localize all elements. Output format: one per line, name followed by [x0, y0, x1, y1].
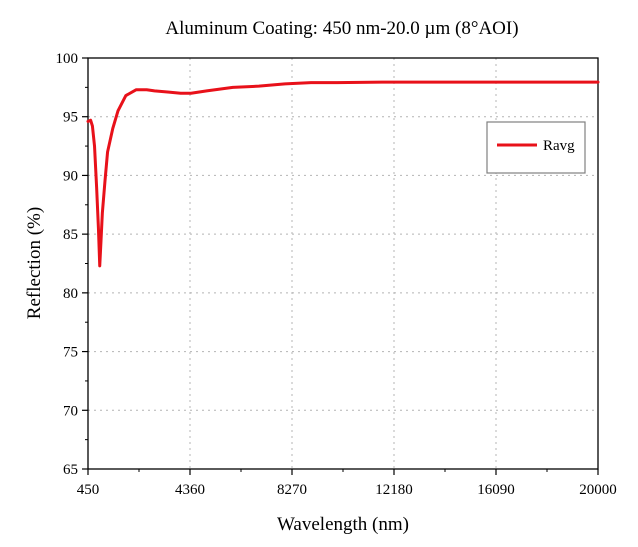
tick-labels: 450 4360 8270 12180 16090 20000 65 70 75 80 85 90 95…: [56, 51, 617, 498]
x-tick-label: 12180: [375, 482, 413, 498]
y-tick-label: 85: [63, 227, 78, 243]
legend-box: [486, 121, 586, 174]
legend: Ravg: [486, 121, 586, 174]
y-tick-label: 90: [63, 168, 78, 184]
y-tick-label: 80: [63, 286, 78, 302]
x-tick-label: 8270: [277, 482, 307, 498]
series-line-ravg: [86, 80, 600, 268]
y-tick-label: 95: [63, 110, 78, 126]
y-tick-label: 75: [63, 345, 78, 361]
y-tick-label: 100: [56, 51, 79, 67]
series-layer: [86, 80, 600, 268]
ticks: [82, 57, 599, 475]
y-tick-label: 70: [63, 403, 78, 419]
x-axis-label: Wavelength (nm): [277, 514, 409, 535]
y-tick-label: 65: [63, 462, 78, 478]
legend-label-ravg: Ravg: [543, 138, 575, 154]
plot-frame: [87, 57, 599, 470]
x-tick-label: 16090: [477, 482, 515, 498]
y-axis-label: Reflection (%): [24, 207, 45, 319]
x-tick-label: 450: [77, 482, 100, 498]
chart-title: Aluminum Coating: 450 nm-20.0 µm (8°AOI): [165, 18, 518, 39]
x-tick-label: 20000: [579, 482, 617, 498]
grid: [88, 58, 598, 469]
x-tick-label: 4360: [175, 482, 205, 498]
